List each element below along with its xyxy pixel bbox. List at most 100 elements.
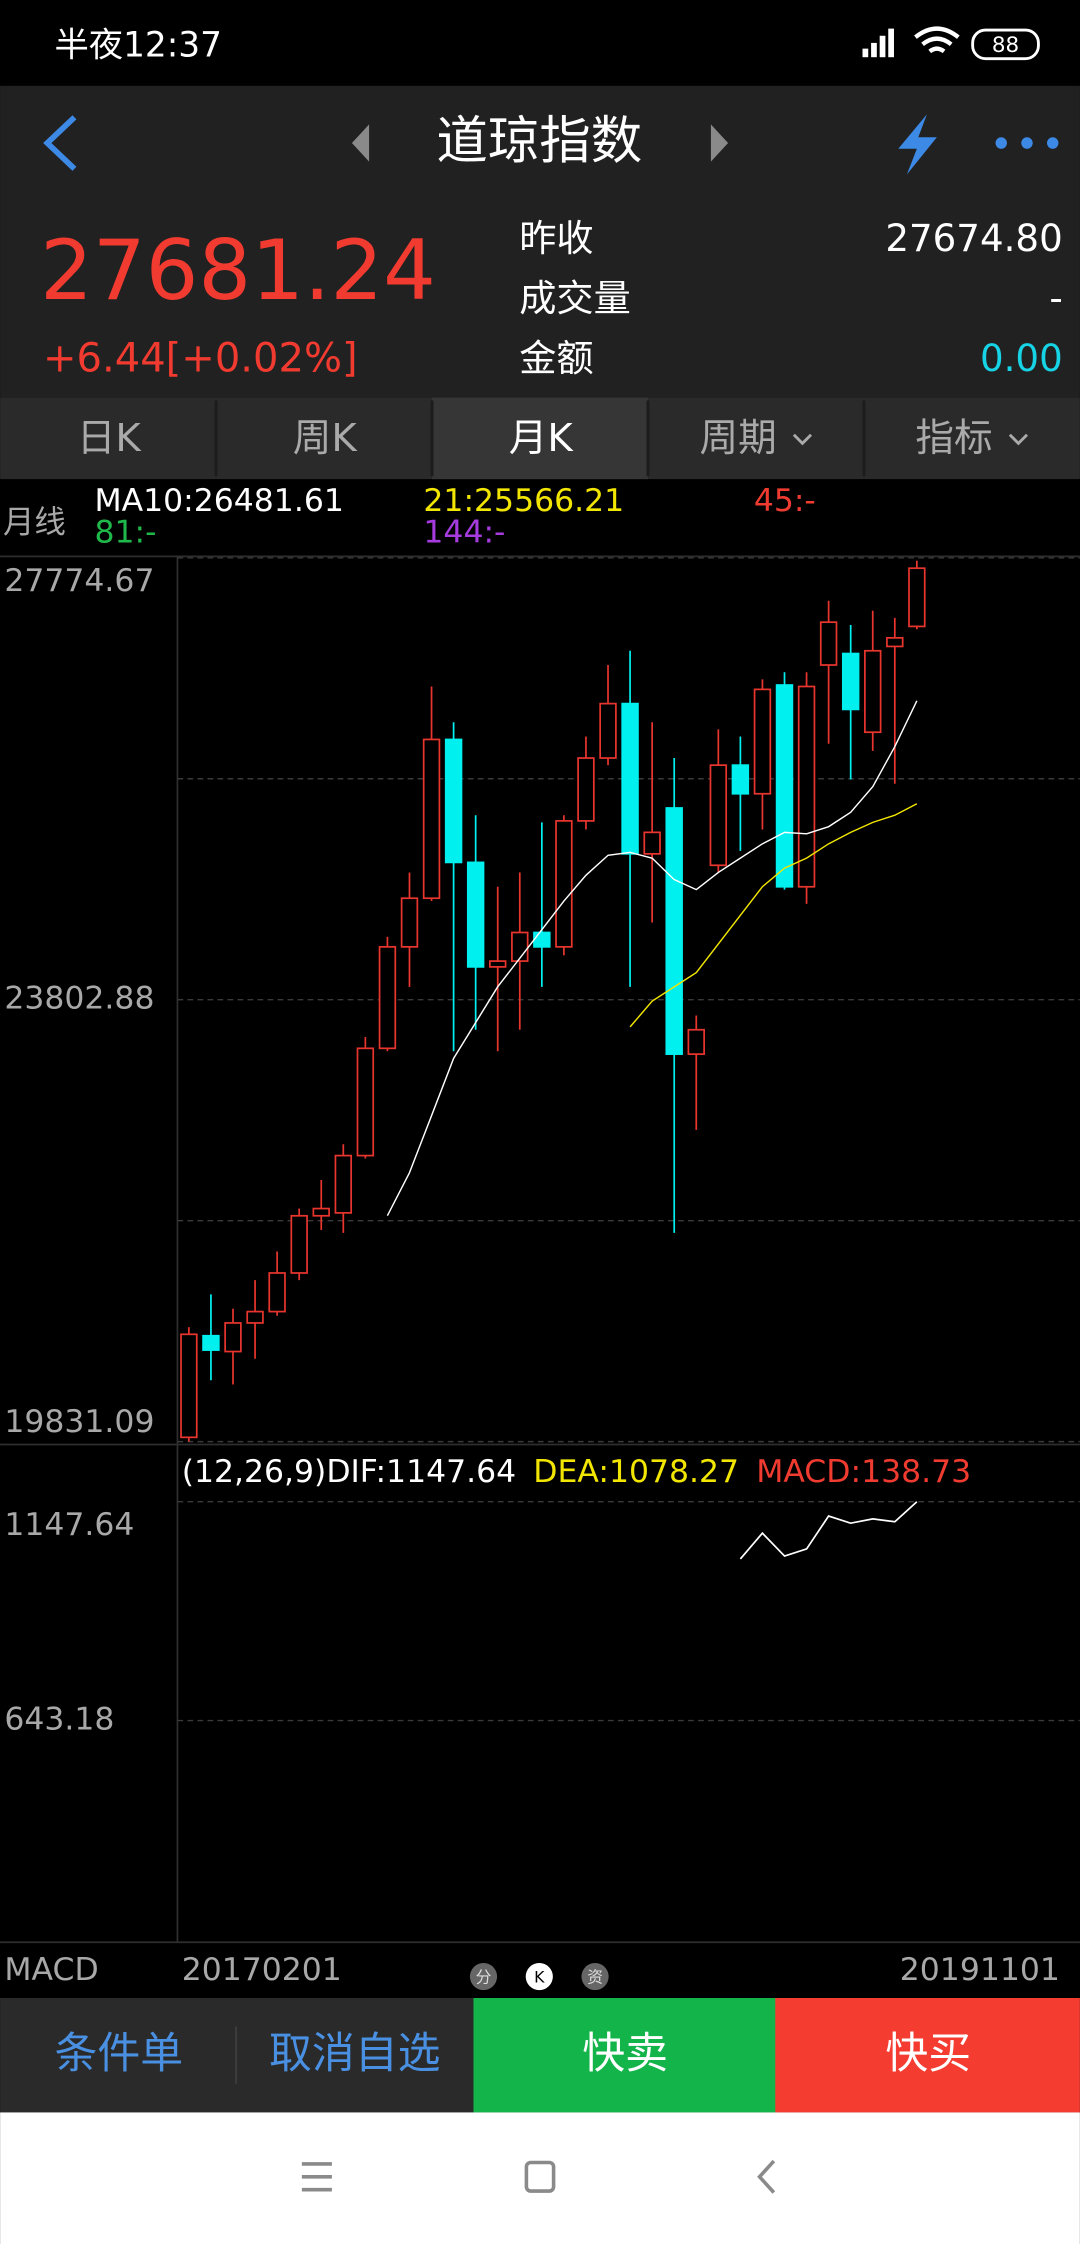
- y-tick-label: 23802.88: [4, 981, 154, 1017]
- wifi-icon: [914, 26, 960, 54]
- x-tick-label: 20191101: [900, 1952, 1060, 1988]
- y-tick-label: 19831.09: [4, 1404, 154, 1440]
- candle-body: [841, 652, 860, 711]
- dropdown-arrow: [1008, 433, 1028, 446]
- field-label: 成交量: [519, 276, 631, 320]
- switch-label[interactable]: K: [534, 1967, 545, 1986]
- switch-dot[interactable]: [469, 1962, 498, 1991]
- tab[interactable]: 指标: [915, 416, 992, 461]
- legend-entry: (12,26,9)DIF:1147.64: [182, 1454, 516, 1490]
- action-button[interactable]: 条件单: [54, 2029, 183, 2079]
- candle-body: [334, 1154, 353, 1214]
- legend-entry: 81:-: [94, 514, 156, 550]
- field-label: 金额: [519, 336, 593, 380]
- menu-key[interactable]: [301, 2162, 332, 2192]
- page-title: 道琼指数: [436, 111, 642, 171]
- legend-entry: 21:25566.21: [423, 483, 624, 519]
- battery-level: 88: [992, 33, 1019, 58]
- candle-body: [731, 764, 750, 795]
- candle-body: [643, 831, 661, 855]
- field-value: -: [1049, 276, 1062, 320]
- candle-body: [908, 567, 926, 628]
- price: 27681.24: [40, 222, 436, 319]
- back-key[interactable]: [757, 2159, 776, 2194]
- candle-body: [533, 931, 551, 948]
- status-bar: [0, 0, 1080, 86]
- x-tick-label: 20170201: [182, 1952, 342, 1988]
- candle-body: [864, 649, 882, 734]
- y-tick-label: 643.18: [4, 1702, 114, 1738]
- moving-average: [386, 700, 918, 1217]
- switch-label[interactable]: 分: [476, 1967, 492, 1986]
- system-nav: [301, 2159, 776, 2194]
- candle-body: [555, 820, 573, 948]
- battery-icon: [971, 28, 1040, 61]
- y-tick-label: 1147.64: [4, 1507, 134, 1543]
- line-series: [739, 1501, 918, 1560]
- candle-body: [246, 1310, 264, 1324]
- switch-dot[interactable]: [581, 1962, 609, 1991]
- candle-body: [886, 637, 904, 648]
- candle-body: [202, 1334, 220, 1351]
- candle-body: [488, 960, 507, 968]
- clock: 半夜12:37: [54, 26, 222, 66]
- nav-bar: [0, 2112, 1080, 2244]
- candle-body: [797, 685, 816, 888]
- action-button[interactable]: 取消自选: [269, 2029, 441, 2079]
- tab[interactable]: 周期: [699, 416, 776, 461]
- indicator-legend: MA10:26481.61 21:25566.21 45:- 81:- 144:-: [94, 483, 815, 550]
- tab[interactable]: 周K: [293, 416, 359, 461]
- candle-body: [621, 702, 639, 855]
- candle-body: [422, 738, 441, 900]
- candle-body: [665, 807, 683, 1055]
- tabs: 日K 周K 月K 周期 指标: [77, 400, 1028, 477]
- actions: 条件单 取消自选 快卖 快买: [54, 2029, 971, 2079]
- signal-icon: [862, 28, 894, 58]
- action-button[interactable]: 快卖: [582, 2029, 668, 2079]
- candle-body: [819, 621, 838, 666]
- quote-fields: 昨收 27674.80 成交量 - 金额 0.00: [519, 216, 1062, 380]
- candle-body: [290, 1214, 308, 1274]
- sell-button-bg[interactable]: [473, 1998, 777, 2113]
- switch-dot[interactable]: [525, 1962, 553, 1991]
- legend-entry: 144:-: [423, 514, 505, 550]
- buy-button-bg[interactable]: [775, 1998, 1080, 2113]
- candle-body: [444, 738, 463, 864]
- candle-body: [753, 688, 772, 795]
- candle-body: [775, 684, 794, 888]
- action-button[interactable]: 快买: [885, 2029, 971, 2079]
- candle-body: [709, 764, 728, 867]
- more-button[interactable]: [995, 137, 1059, 149]
- candle-body: [511, 931, 529, 962]
- field-value: 0.00: [980, 336, 1063, 380]
- sub-chart-title: MACD: [4, 1952, 98, 1988]
- legend-entry: MACD:138.73: [756, 1454, 971, 1490]
- candle-body: [577, 757, 595, 822]
- legend-entry: 45:-: [754, 483, 816, 519]
- legend-entry: MA10:26481.61: [94, 483, 343, 519]
- flash-button[interactable]: [898, 114, 937, 175]
- tab[interactable]: 日K: [77, 416, 143, 461]
- candle-body: [268, 1272, 286, 1313]
- field-label: 昨收: [519, 216, 593, 260]
- candle-body: [312, 1207, 330, 1217]
- candle-body: [466, 861, 485, 968]
- y-tick-label: 27774.67: [4, 563, 154, 599]
- candle-body: [599, 702, 617, 759]
- tab[interactable]: 月K: [509, 416, 575, 461]
- switch-label[interactable]: 资: [587, 1967, 603, 1986]
- price-change: +6.44[+0.02%]: [43, 335, 358, 381]
- tab-selected-bg: [432, 397, 648, 480]
- next-button[interactable]: [710, 124, 729, 162]
- home-key[interactable]: [524, 2160, 556, 2193]
- prev-button[interactable]: [351, 124, 370, 162]
- candle-body: [356, 1047, 375, 1157]
- candle-body: [180, 1333, 198, 1439]
- back-button[interactable]: [43, 115, 77, 171]
- header-bg: [0, 85, 1080, 398]
- candle-body: [400, 897, 419, 948]
- period-label: 月线: [3, 504, 66, 540]
